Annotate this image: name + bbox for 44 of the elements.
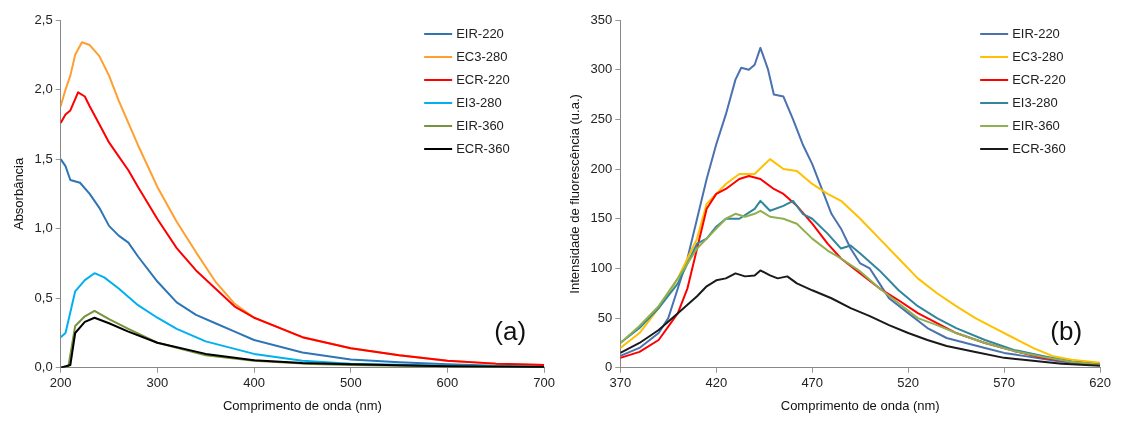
- legend-label: EIR-360: [1012, 117, 1060, 133]
- legend-label: EIR-220: [1012, 25, 1060, 41]
- legend-label: EI3-280: [1012, 94, 1058, 110]
- y-axis-title: Intensidade de fluorescência (u.a.): [567, 94, 583, 294]
- x-tick-label: 400: [243, 375, 265, 391]
- y-tick-label: 150: [590, 210, 613, 226]
- x-tick-label: 620: [1089, 375, 1112, 391]
- legend-label: EC3-280: [1012, 48, 1064, 64]
- y-tick-label: 2,5: [34, 11, 53, 27]
- y-tick-label: 50: [597, 309, 613, 325]
- y-tick-label: 200: [590, 160, 613, 176]
- legend-label: ECR-220: [456, 71, 510, 87]
- y-tick-label: 0,0: [34, 359, 53, 375]
- x-tick-label: 570: [993, 375, 1016, 391]
- y-tick-label: 2,0: [34, 81, 53, 97]
- y-tick-label: 1,5: [34, 150, 53, 166]
- legend-label: EIR-220: [456, 25, 504, 41]
- y-tick-label: 300: [590, 61, 613, 77]
- x-axis-title: Comprimento de onda (nm): [222, 397, 382, 413]
- legend-label: ECR-220: [1012, 71, 1066, 87]
- x-tick-label: 500: [339, 375, 362, 391]
- x-tick-label: 420: [705, 375, 728, 391]
- x-tick-label: 200: [49, 375, 72, 391]
- legend-label: ECR-360: [456, 140, 510, 156]
- x-tick-label: 300: [146, 375, 169, 391]
- x-tick-label: 370: [609, 375, 632, 391]
- x-tick-label: 600: [436, 375, 459, 391]
- x-tick-label: 700: [533, 375, 556, 391]
- x-axis-title: Comprimento de onda (nm): [780, 397, 940, 413]
- legend-label: EIR-360: [456, 117, 504, 133]
- y-tick-label: 350: [590, 11, 613, 27]
- y-tick-label: 250: [590, 110, 613, 126]
- legend-label: EI3-280: [456, 94, 502, 110]
- annotation: (a): [494, 315, 527, 346]
- y-tick-label: 0,5: [34, 289, 53, 305]
- legend-label: EC3-280: [456, 48, 508, 64]
- y-axis-title: Absorbância: [11, 157, 27, 231]
- legend-label: ECR-360: [1012, 140, 1066, 156]
- y-tick-label: 1,0: [34, 220, 53, 236]
- x-tick-label: 470: [801, 375, 824, 391]
- y-tick-label: 0: [605, 359, 613, 375]
- x-tick-label: 520: [897, 375, 920, 391]
- y-tick-label: 100: [590, 260, 613, 276]
- annotation: (b): [1050, 315, 1083, 346]
